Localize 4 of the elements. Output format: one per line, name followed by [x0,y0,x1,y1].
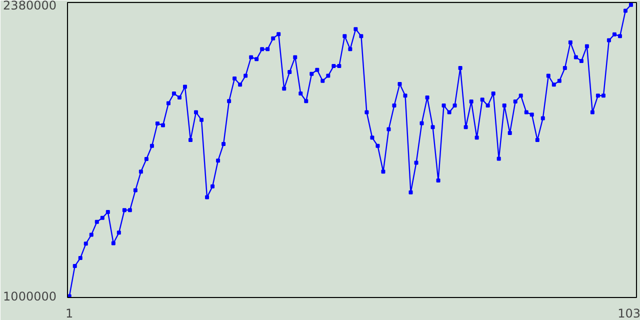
y-tick-label: 1000000 [3,290,57,304]
x-tick-label: 103 [618,306,640,320]
y-tick-label: 2380000 [3,0,57,12]
x-tick-label: 1 [66,306,74,320]
